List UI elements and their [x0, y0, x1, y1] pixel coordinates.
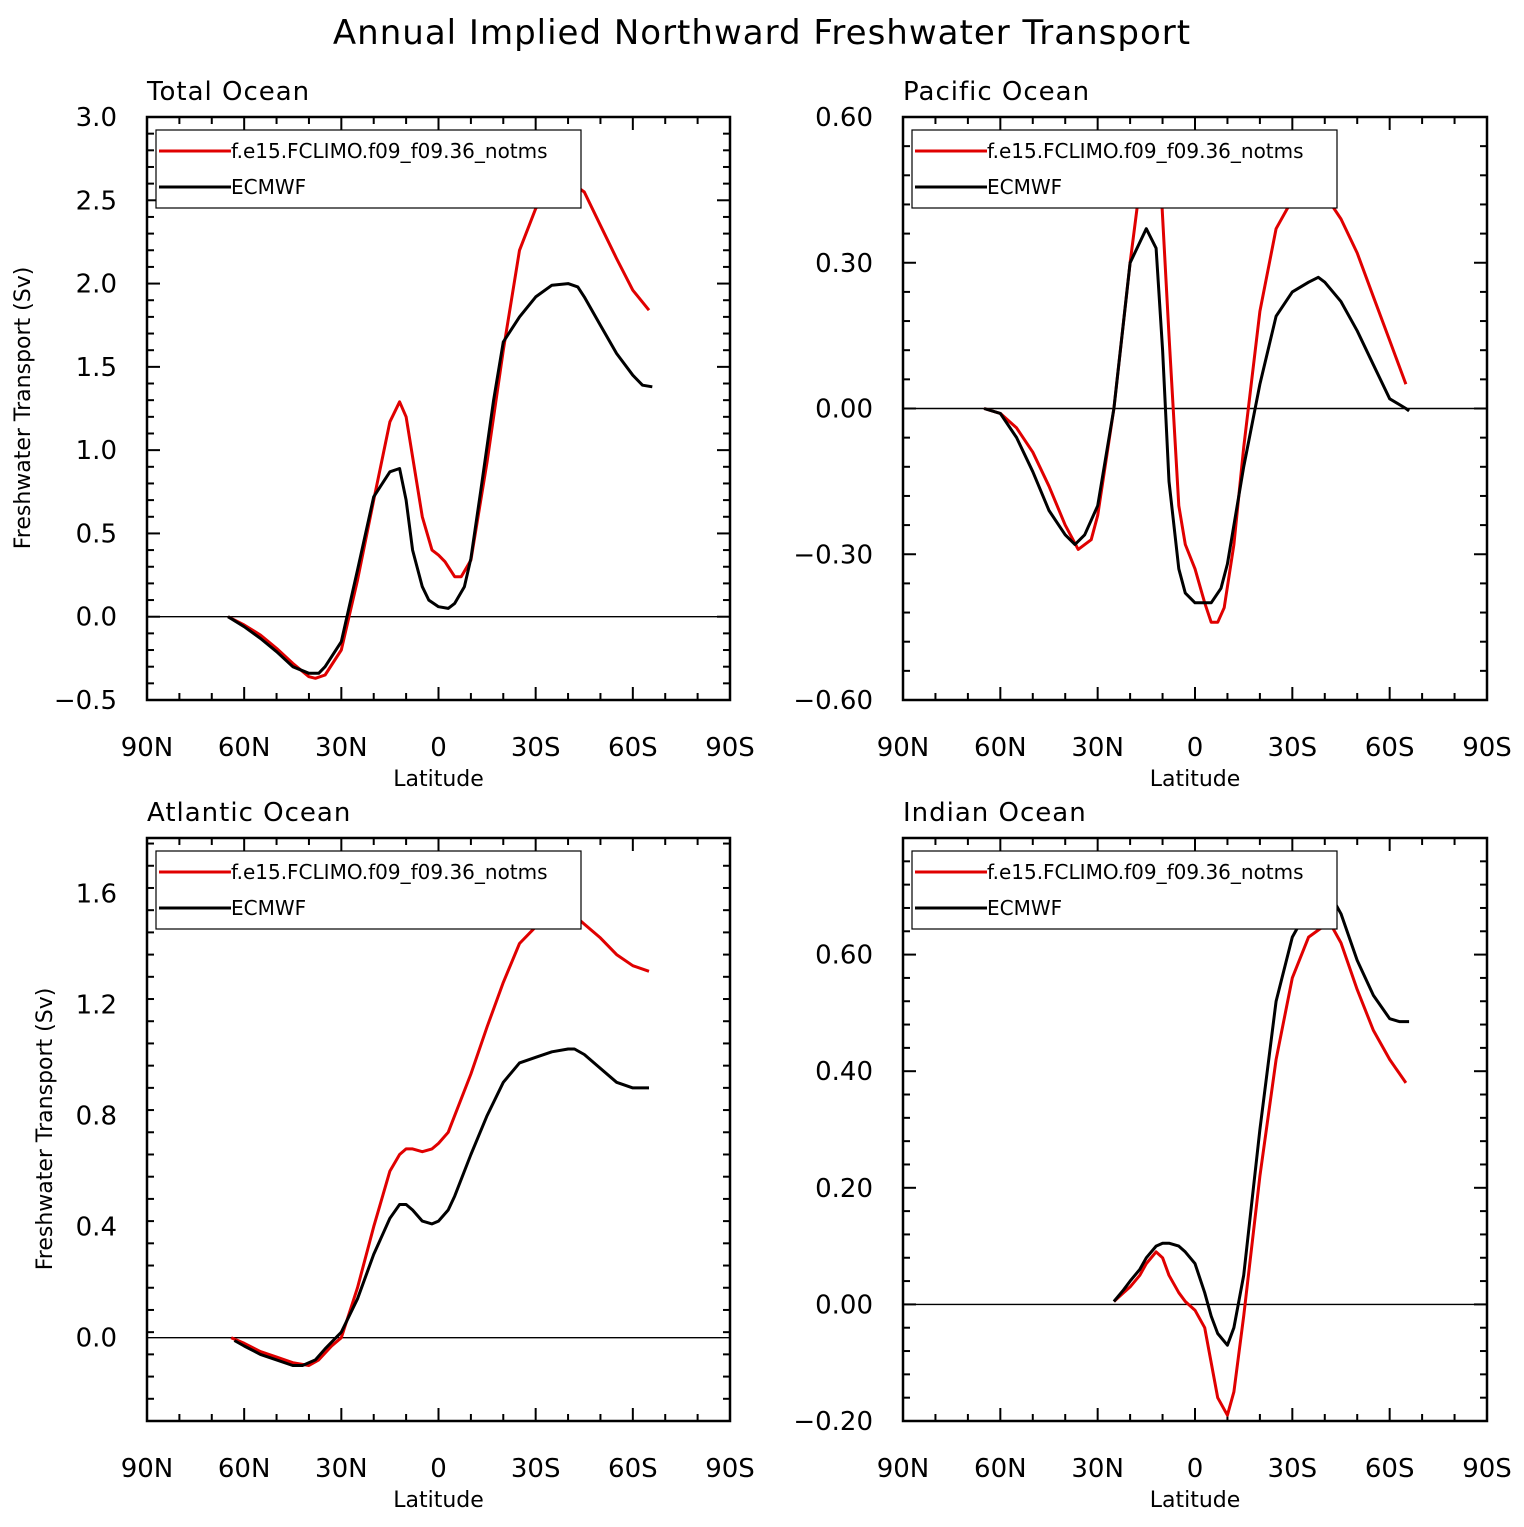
x-tick-label: 90S	[705, 1454, 755, 1484]
y-tick-label: 2.0	[76, 270, 117, 300]
series-line-ecmwf	[983, 227, 1410, 605]
series-line-model	[230, 914, 650, 1367]
series-line-model	[1112, 923, 1408, 1417]
legend-box	[911, 129, 1338, 209]
x-tick-label: 90S	[705, 733, 755, 763]
x-tick-label: 30S	[511, 733, 561, 763]
legend-box	[155, 129, 582, 209]
series-line-model	[227, 178, 651, 680]
y-tick-label: −0.60	[793, 686, 873, 716]
legend-box	[155, 850, 582, 930]
y-tick-label: 0.5	[76, 519, 117, 549]
panel-atlantic-ocean: Atlantic Ocean 90N 60N 30N 0 30S 60S 90S Latitud…	[33, 798, 755, 1513]
panel-title: Indian Ocean	[903, 798, 1087, 828]
x-axis-label: Latitude	[393, 1488, 484, 1513]
x-tick-label: 90N	[877, 733, 930, 763]
legend-label: f.e15.FCLIMO.f09_f09.36_notms	[987, 860, 1304, 884]
x-tick-label: 60S	[608, 733, 658, 763]
x-tick-label: 60S	[608, 1454, 658, 1484]
y-tick-label: 0.40	[815, 1057, 873, 1087]
x-tick-label: 90N	[121, 733, 174, 763]
y-tick-label: 0.20	[815, 1174, 873, 1204]
y-tick-label: −0.20	[793, 1407, 873, 1437]
legend-label: f.e15.FCLIMO.f09_f09.36_notms	[231, 860, 548, 884]
y-tick-label: 0.8	[76, 1102, 117, 1132]
panel-indian-ocean: Indian Ocean 90N 60N 30N 0 30S 60S 90S Latitude −…	[793, 798, 1511, 1513]
y-tick-label: 1.5	[76, 353, 117, 383]
x-tick-label: 60N	[974, 1454, 1027, 1484]
legend-label: ECMWF	[987, 175, 1062, 199]
legend-label: f.e15.FCLIMO.f09_f09.36_notms	[231, 139, 548, 163]
panel-title: Pacific Ocean	[903, 77, 1090, 107]
x-tick-label: 30S	[1268, 733, 1318, 763]
x-tick-label: 60S	[1365, 1454, 1415, 1484]
x-tick-label: 60N	[218, 733, 271, 763]
x-tick-label: 90N	[877, 1454, 930, 1484]
y-tick-label: 0.00	[815, 1290, 873, 1320]
x-tick-label: 30S	[1268, 1454, 1318, 1484]
y-tick-label: 0.00	[815, 395, 873, 425]
y-tick-label: −0.5	[54, 686, 117, 716]
x-tick-label: 90S	[1462, 733, 1512, 763]
legend-label: ECMWF	[231, 175, 306, 199]
x-tick-label: 30N	[315, 1454, 368, 1484]
x-tick-label: 0	[1187, 1454, 1204, 1484]
y-tick-label: 2.5	[76, 186, 117, 216]
y-tick-label: 0.4	[76, 1213, 117, 1243]
x-tick-label: 0	[430, 1454, 447, 1484]
x-tick-label: 0	[1187, 733, 1204, 763]
panel-pacific-ocean: Pacific Ocean 90N 60N 30N 0 30S 60S 90S Latitude…	[793, 77, 1511, 792]
y-tick-label: 0.0	[76, 603, 117, 633]
x-tick-label: 30S	[511, 1454, 561, 1484]
x-tick-label: 30N	[315, 733, 368, 763]
x-axis-label: Latitude	[393, 767, 484, 792]
x-tick-label: 60N	[218, 1454, 271, 1484]
x-tick-label: 90S	[1462, 1454, 1512, 1484]
legend-label: ECMWF	[231, 896, 306, 920]
x-axis-label: Latitude	[1150, 1488, 1241, 1513]
legend-label: ECMWF	[987, 896, 1062, 920]
y-tick-label: 0.0	[76, 1324, 117, 1354]
y-tick-label: 0.30	[815, 249, 873, 279]
x-tick-label: 90N	[121, 1454, 174, 1484]
y-tick-label: 1.6	[76, 880, 117, 910]
x-tick-label: 60S	[1365, 733, 1415, 763]
x-tick-label: 30N	[1071, 1454, 1124, 1484]
figure-title: Annual Implied Northward Freshwater Tran…	[333, 13, 1191, 53]
y-tick-label: 1.0	[76, 436, 117, 466]
y-tick-label: 0.60	[815, 941, 873, 971]
series-line-ecmwf	[227, 282, 653, 675]
x-tick-label: 60N	[974, 733, 1027, 763]
x-tick-label: 0	[430, 733, 447, 763]
legend-label: f.e15.FCLIMO.f09_f09.36_notms	[987, 139, 1304, 163]
y-tick-label: 3.0	[76, 103, 117, 133]
panel-total-ocean: Total Ocean 90N 60N 30N 0 30S 60S 90S Latitude −0…	[11, 77, 755, 792]
y-tick-label: −0.30	[793, 540, 873, 570]
series-line-ecmwf	[233, 1047, 649, 1367]
y-tick-label: 0.60	[815, 103, 873, 133]
legend-box	[911, 850, 1338, 930]
x-axis-label: Latitude	[1150, 767, 1241, 792]
series-line-ecmwf	[1112, 894, 1410, 1347]
panel-title: Total Ocean	[146, 77, 310, 107]
y-axis-label: Freshwater Transport (Sv)	[33, 988, 58, 1271]
panel-title: Atlantic Ocean	[147, 798, 351, 828]
x-tick-label: 30N	[1071, 733, 1124, 763]
y-axis-label: Freshwater Transport (Sv)	[11, 267, 36, 550]
y-tick-label: 1.2	[76, 991, 117, 1021]
